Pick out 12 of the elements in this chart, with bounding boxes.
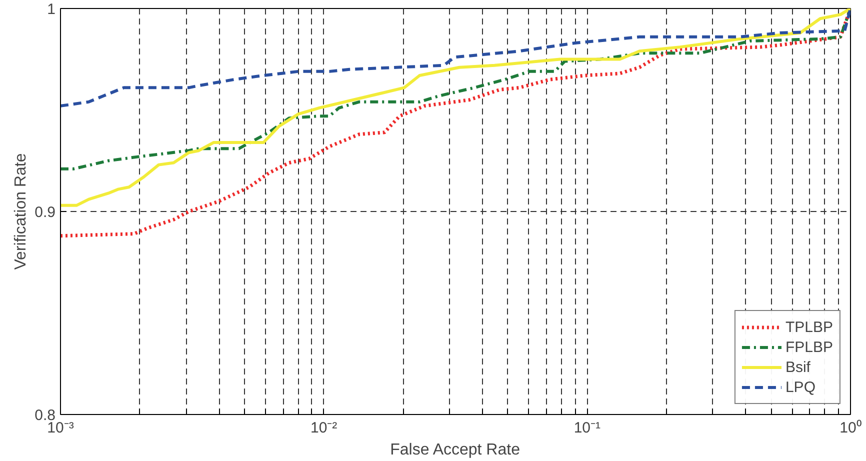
x-tick-label: 10⁻¹ xyxy=(574,420,601,436)
legend-label: FPLBP xyxy=(785,338,833,356)
x-axis-title: False Accept Rate xyxy=(390,442,520,458)
legend-label: TPLBP xyxy=(785,318,833,336)
x-tick-label: 10⁻² xyxy=(310,420,338,436)
x-tick-label: 10⁰ xyxy=(840,420,862,436)
y-tick-label: 1 xyxy=(47,1,56,18)
x-tick-label: 10⁻³ xyxy=(47,420,74,436)
y-tick-label: 0.9 xyxy=(34,204,56,221)
y-axis-title: Verification Rate xyxy=(12,153,30,270)
legend-label: Bsif xyxy=(785,358,810,376)
legend-label: LPQ xyxy=(785,378,816,396)
